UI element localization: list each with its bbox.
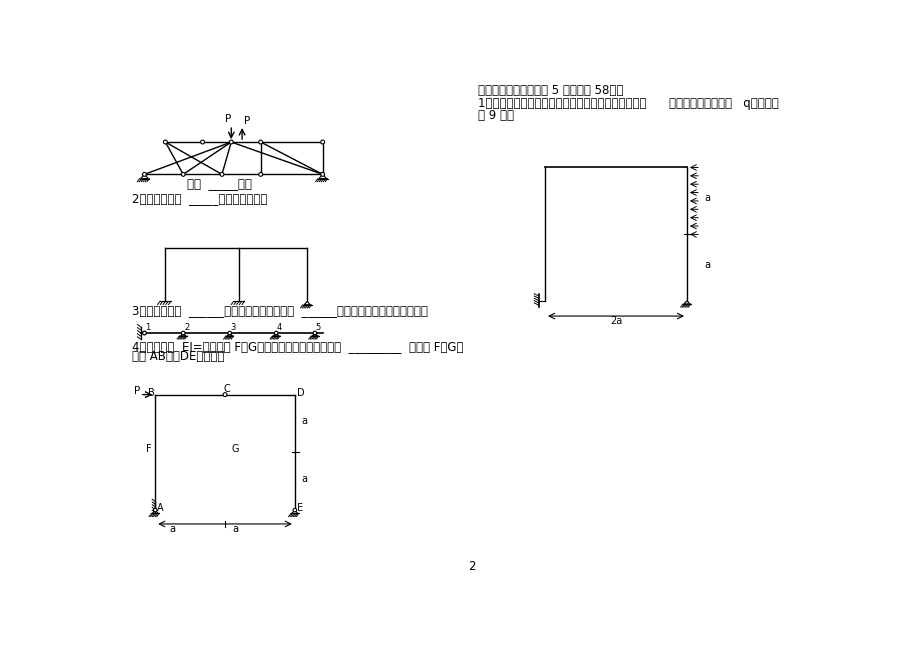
Text: P: P bbox=[134, 386, 141, 396]
Text: G: G bbox=[231, 445, 239, 454]
Circle shape bbox=[321, 140, 324, 144]
Text: 3、图示结构有  ______个多余约束，其中链杆  ______是必要约束，绝对不能去掉。: 3、图示结构有 ______个多余约束，其中链杆 ______是必要约束，绝对不… bbox=[132, 304, 427, 317]
Text: 共有  _____零杆: 共有 _____零杆 bbox=[187, 178, 252, 191]
Text: 4、图示结构  EI=常数，则 F、G两点的水平相对线位移等于  _________  ，其中 F、G分: 4、图示结构 EI=常数，则 F、G两点的水平相对线位移等于 _________… bbox=[132, 340, 463, 353]
Circle shape bbox=[258, 173, 262, 176]
Text: P: P bbox=[225, 114, 231, 124]
Text: 题 9 分）: 题 9 分） bbox=[477, 109, 513, 122]
Circle shape bbox=[181, 331, 185, 335]
Circle shape bbox=[181, 173, 185, 176]
Text: A: A bbox=[156, 503, 164, 513]
Circle shape bbox=[274, 331, 278, 335]
Text: 2: 2 bbox=[467, 560, 475, 573]
Text: a: a bbox=[703, 193, 709, 203]
Text: C: C bbox=[223, 383, 230, 393]
Text: a: a bbox=[233, 523, 239, 534]
Text: D: D bbox=[297, 388, 304, 398]
Text: 2a: 2a bbox=[609, 316, 622, 326]
Circle shape bbox=[142, 331, 146, 335]
Circle shape bbox=[292, 508, 296, 512]
Text: 2、图示结构为  _____次超静定结构。: 2、图示结构为 _____次超静定结构。 bbox=[132, 192, 267, 205]
Text: 别为 AB杆，DE杆中点。: 别为 AB杆，DE杆中点。 bbox=[132, 350, 224, 363]
Text: a: a bbox=[301, 473, 307, 484]
Text: 四、计算题（本大题共 5 小题，共 58分）: 四、计算题（本大题共 5 小题，共 58分） bbox=[477, 84, 622, 97]
Text: 1: 1 bbox=[145, 323, 151, 332]
Circle shape bbox=[142, 173, 146, 176]
Text: a: a bbox=[301, 416, 307, 426]
Circle shape bbox=[229, 140, 233, 144]
Text: B: B bbox=[147, 388, 154, 398]
Text: P: P bbox=[244, 115, 250, 126]
Text: 5: 5 bbox=[315, 323, 321, 332]
Circle shape bbox=[142, 331, 146, 335]
Circle shape bbox=[258, 140, 262, 144]
Circle shape bbox=[321, 173, 324, 176]
Circle shape bbox=[164, 140, 167, 144]
Text: 2: 2 bbox=[184, 323, 189, 332]
Text: F: F bbox=[146, 445, 152, 454]
Text: 4: 4 bbox=[277, 323, 282, 332]
Text: 1、画图示结构的内力图（弯矩图，剪力图，轴力图）      ，其中均布荷数值为   q。（本小: 1、画图示结构的内力图（弯矩图，剪力图，轴力图） ，其中均布荷数值为 q。（本小 bbox=[477, 96, 777, 109]
Text: a: a bbox=[169, 523, 175, 534]
Circle shape bbox=[223, 393, 227, 396]
Circle shape bbox=[220, 173, 223, 176]
Circle shape bbox=[312, 331, 316, 335]
Circle shape bbox=[200, 140, 204, 144]
Text: a: a bbox=[703, 260, 709, 270]
Text: E: E bbox=[297, 503, 303, 513]
Circle shape bbox=[228, 331, 232, 335]
Circle shape bbox=[153, 508, 157, 512]
Text: 3: 3 bbox=[231, 323, 235, 332]
